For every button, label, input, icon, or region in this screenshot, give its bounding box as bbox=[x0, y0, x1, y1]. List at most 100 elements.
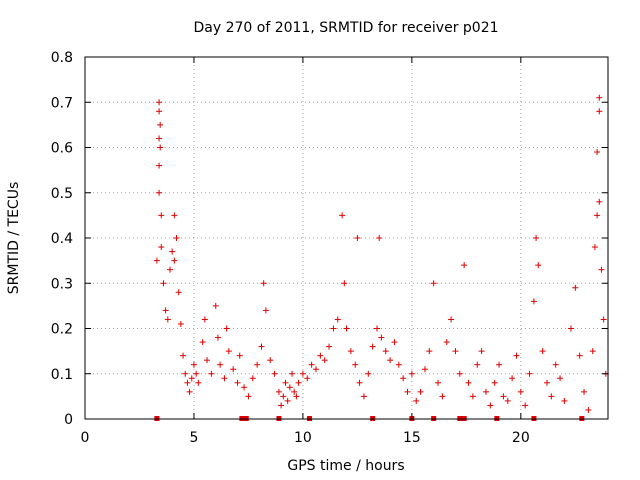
data-point bbox=[504, 397, 511, 404]
data-point bbox=[293, 393, 300, 400]
data-point bbox=[469, 393, 476, 400]
data-point bbox=[230, 366, 237, 373]
data-point bbox=[539, 348, 546, 355]
data-point bbox=[171, 257, 178, 264]
data-point bbox=[223, 325, 230, 332]
data-point bbox=[557, 375, 564, 382]
data-point bbox=[465, 379, 472, 386]
data-point bbox=[509, 375, 516, 382]
data-point bbox=[271, 370, 278, 377]
data-point bbox=[258, 343, 265, 350]
data-point bbox=[596, 198, 603, 205]
y-tick-label: 0.6 bbox=[51, 141, 73, 157]
data-point bbox=[435, 379, 442, 386]
data-point bbox=[321, 357, 328, 364]
data-point bbox=[585, 406, 592, 413]
data-point bbox=[234, 379, 241, 386]
x-tick-label: 10 bbox=[294, 430, 312, 446]
data-point bbox=[496, 361, 503, 368]
data-point bbox=[461, 262, 468, 269]
data-point bbox=[157, 121, 164, 128]
y-tick-label: 0 bbox=[64, 412, 73, 428]
data-point bbox=[284, 397, 291, 404]
x-tick-label: 0 bbox=[81, 430, 90, 446]
data-point bbox=[204, 357, 211, 364]
data-point bbox=[535, 262, 542, 269]
y-tick-label: 0.8 bbox=[51, 50, 73, 66]
data-point bbox=[339, 212, 346, 219]
data-point bbox=[439, 393, 446, 400]
data-point bbox=[567, 325, 574, 332]
data-point bbox=[513, 352, 520, 359]
data-point bbox=[308, 361, 315, 368]
data-point bbox=[404, 388, 411, 395]
data-point bbox=[289, 370, 296, 377]
data-point bbox=[212, 302, 219, 309]
data-point bbox=[378, 334, 385, 341]
data-point bbox=[262, 307, 269, 314]
data-point bbox=[589, 348, 596, 355]
data-point bbox=[184, 379, 191, 386]
data-point bbox=[426, 348, 433, 355]
data-point bbox=[160, 280, 167, 287]
data-point bbox=[482, 388, 489, 395]
data-point bbox=[312, 366, 319, 373]
data-point bbox=[330, 325, 337, 332]
data-point bbox=[417, 388, 424, 395]
data-point bbox=[382, 348, 389, 355]
data-point bbox=[186, 388, 193, 395]
data-point bbox=[356, 379, 363, 386]
data-point bbox=[156, 162, 163, 169]
data-point bbox=[343, 325, 350, 332]
data-point bbox=[400, 375, 407, 382]
data-point bbox=[369, 343, 376, 350]
data-point bbox=[430, 280, 437, 287]
data-point bbox=[552, 361, 559, 368]
y-tick-label: 0.3 bbox=[51, 276, 73, 292]
data-point bbox=[500, 393, 507, 400]
x-axis-label: GPS time / hours bbox=[287, 458, 404, 474]
data-point bbox=[156, 99, 163, 106]
data-point bbox=[188, 375, 195, 382]
y-axis-label: SRMTID / TECUs bbox=[6, 182, 22, 295]
data-point bbox=[278, 402, 285, 409]
data-point bbox=[162, 307, 169, 314]
data-point bbox=[280, 393, 287, 400]
data-point bbox=[157, 144, 164, 151]
data-point bbox=[173, 235, 180, 241]
x-tick-label: 5 bbox=[189, 430, 198, 446]
data-point bbox=[395, 361, 402, 368]
data-point bbox=[408, 370, 415, 377]
data-point bbox=[304, 375, 311, 382]
data-point bbox=[164, 316, 171, 323]
data-point bbox=[221, 375, 228, 382]
data-point bbox=[581, 388, 588, 395]
data-point bbox=[214, 334, 221, 341]
data-point bbox=[166, 266, 173, 273]
data-point bbox=[387, 357, 394, 364]
data-point bbox=[153, 257, 160, 264]
data-point bbox=[456, 370, 463, 377]
data-point bbox=[291, 388, 298, 395]
data-point bbox=[594, 212, 601, 219]
y-tick-label: 0.2 bbox=[51, 322, 73, 338]
data-point bbox=[522, 402, 529, 409]
data-point bbox=[576, 352, 583, 359]
data-point bbox=[282, 379, 289, 386]
data-point bbox=[156, 108, 163, 115]
data-point bbox=[598, 266, 605, 273]
data-point bbox=[487, 402, 494, 409]
data-point bbox=[317, 352, 324, 359]
data-point bbox=[171, 212, 178, 219]
data-point bbox=[190, 361, 197, 368]
data-point bbox=[354, 235, 361, 241]
y-tick-label: 0.1 bbox=[51, 367, 73, 383]
data-point bbox=[295, 379, 302, 386]
data-point bbox=[596, 94, 603, 101]
data-point bbox=[600, 316, 607, 323]
data-point bbox=[572, 284, 579, 291]
chart-title: Day 270 of 2011, SRMTID for receiver p02… bbox=[193, 20, 498, 36]
data-point bbox=[421, 366, 428, 373]
data-point bbox=[156, 135, 163, 142]
